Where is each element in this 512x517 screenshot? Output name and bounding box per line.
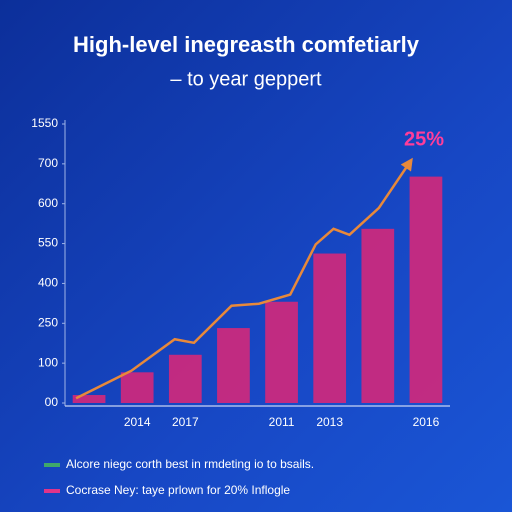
chart-subtitle: – to year geppert bbox=[170, 68, 322, 90]
bar bbox=[265, 301, 298, 403]
legend-swatch bbox=[44, 463, 60, 467]
bar bbox=[168, 354, 202, 403]
y-tick-label: 250 bbox=[38, 315, 58, 329]
legend-label: Alcore niegc corth best in rmdeting io t… bbox=[66, 457, 314, 471]
bar bbox=[313, 253, 347, 403]
y-tick-label: 00 bbox=[45, 395, 59, 409]
bar bbox=[361, 228, 395, 403]
y-tick-label: 100 bbox=[38, 355, 58, 369]
bar bbox=[72, 395, 106, 403]
legend-swatch bbox=[44, 489, 60, 493]
y-tick-label: 550 bbox=[38, 236, 58, 250]
bar bbox=[120, 372, 154, 403]
annotation: 25% bbox=[404, 128, 444, 150]
x-tick-label: 2013 bbox=[316, 415, 343, 429]
y-tick-label: 400 bbox=[38, 276, 58, 290]
bar bbox=[409, 176, 443, 403]
legend-label: Cocrase Ney: taye prlown for 20% Inflogl… bbox=[66, 483, 290, 497]
line bbox=[75, 157, 413, 400]
x-tick-label: 2016 bbox=[413, 415, 440, 429]
chart-title: High-level inegreasth comfetiarly bbox=[73, 32, 420, 57]
x-tick-label: 2017 bbox=[172, 415, 199, 429]
x-tick-label: 2011 bbox=[269, 415, 295, 429]
y-tick-label: 600 bbox=[38, 196, 58, 210]
y-tick-label: 1550 bbox=[31, 116, 58, 130]
y-tick-label: 700 bbox=[38, 156, 58, 170]
bar bbox=[217, 328, 250, 403]
x-tick-label: 2014 bbox=[124, 415, 151, 429]
